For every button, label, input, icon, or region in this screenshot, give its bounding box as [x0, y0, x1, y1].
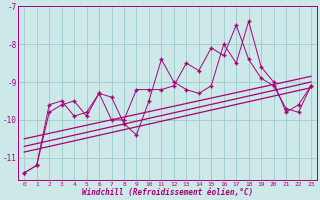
X-axis label: Windchill (Refroidissement éolien,°C): Windchill (Refroidissement éolien,°C)	[82, 188, 253, 197]
